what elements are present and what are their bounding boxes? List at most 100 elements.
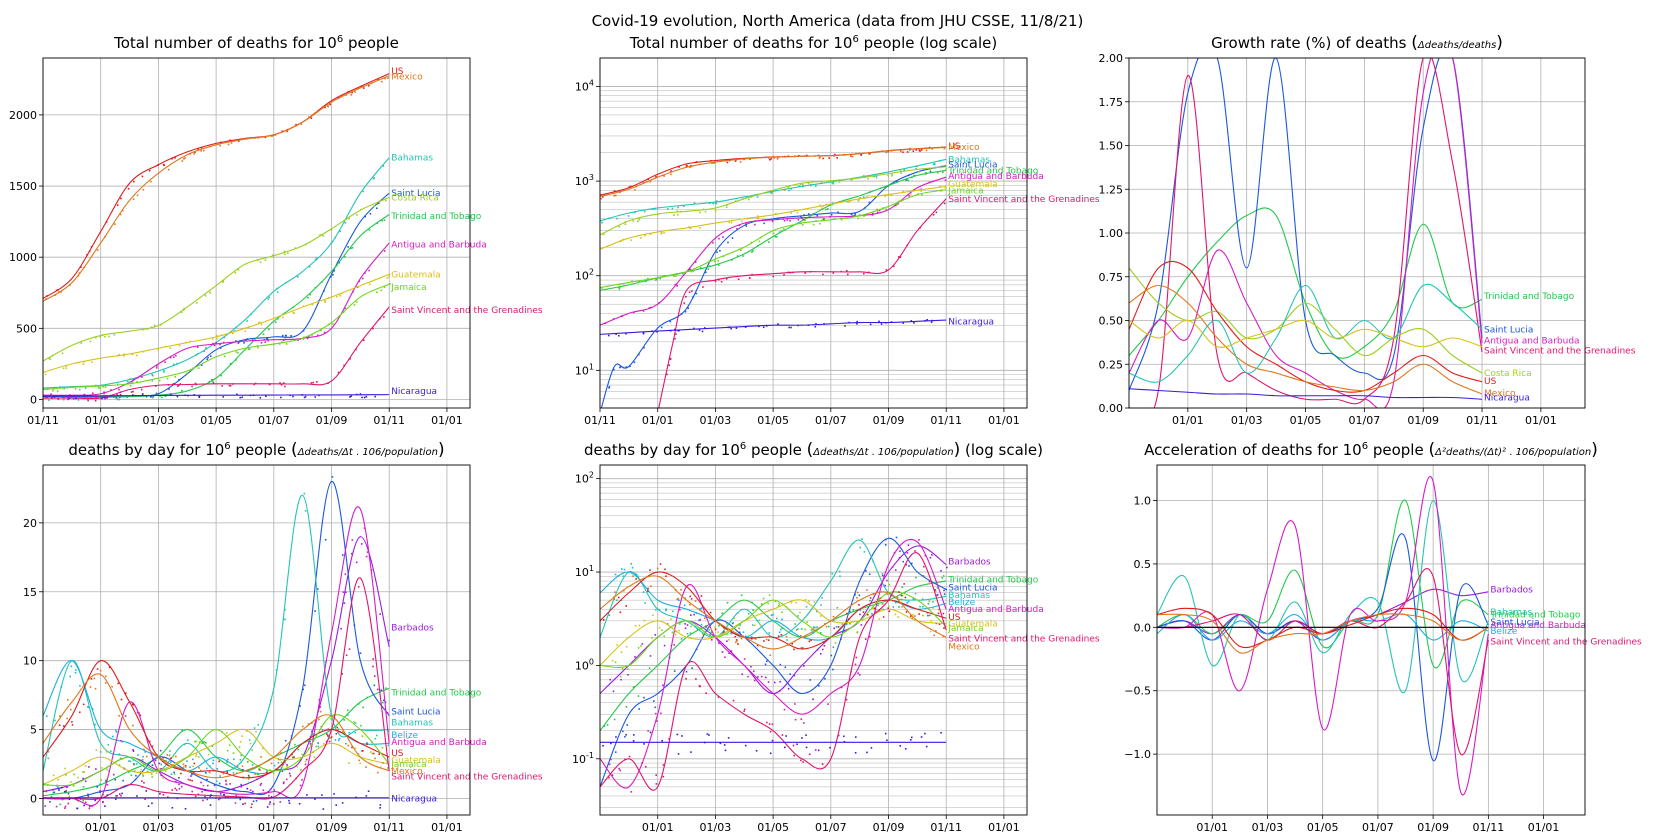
data-point bbox=[375, 207, 378, 210]
data-point bbox=[698, 329, 701, 331]
data-point bbox=[314, 258, 317, 261]
tick-label: 0 bbox=[30, 393, 37, 406]
data-point bbox=[655, 278, 658, 281]
data-point bbox=[189, 340, 192, 343]
data-point bbox=[882, 616, 885, 618]
data-point bbox=[665, 684, 668, 687]
data-point bbox=[87, 706, 89, 708]
data-point bbox=[379, 807, 381, 809]
data-point bbox=[922, 614, 924, 617]
data-point bbox=[282, 763, 284, 766]
data-point bbox=[167, 796, 169, 798]
data-point bbox=[141, 175, 144, 178]
data-point bbox=[231, 332, 234, 335]
data-point bbox=[91, 361, 93, 364]
data-point bbox=[284, 334, 287, 337]
data-point bbox=[608, 776, 610, 779]
data-point bbox=[724, 656, 726, 659]
data-point bbox=[662, 775, 665, 778]
data-point bbox=[108, 335, 110, 338]
data-point bbox=[748, 277, 751, 279]
data-point bbox=[789, 673, 792, 676]
data-point bbox=[45, 715, 48, 718]
data-point bbox=[911, 190, 913, 192]
series-line-guatemala bbox=[1129, 319, 1483, 348]
data-point bbox=[801, 224, 804, 226]
data-point bbox=[273, 789, 276, 791]
data-point bbox=[622, 575, 625, 578]
data-point bbox=[141, 764, 144, 767]
data-point bbox=[111, 685, 113, 688]
data-point bbox=[64, 807, 66, 809]
data-point bbox=[909, 615, 912, 617]
data-point bbox=[915, 576, 917, 579]
data-point bbox=[343, 719, 345, 721]
data-point bbox=[860, 153, 863, 155]
data-point bbox=[679, 608, 681, 611]
data-point bbox=[117, 355, 119, 357]
data-point bbox=[810, 183, 812, 186]
data-point bbox=[268, 296, 271, 299]
data-point bbox=[135, 354, 138, 357]
data-point bbox=[122, 779, 124, 782]
tick-label: 101 bbox=[575, 362, 594, 377]
data-point bbox=[601, 196, 604, 198]
data-point bbox=[773, 681, 776, 684]
data-point bbox=[815, 185, 817, 187]
data-point bbox=[787, 271, 790, 274]
data-point bbox=[681, 669, 684, 672]
data-point bbox=[58, 724, 61, 727]
data-point bbox=[77, 799, 80, 802]
data-point bbox=[687, 307, 690, 310]
data-point bbox=[661, 629, 663, 632]
data-point bbox=[834, 642, 837, 644]
data-point bbox=[266, 338, 269, 340]
tick-label: 01/01 bbox=[988, 821, 1020, 834]
data-point bbox=[323, 290, 325, 292]
data-point bbox=[805, 154, 808, 157]
data-point bbox=[866, 196, 868, 198]
data-point bbox=[681, 735, 683, 737]
data-point bbox=[197, 793, 200, 796]
series-points bbox=[49, 476, 387, 810]
data-point bbox=[673, 643, 676, 646]
data-point bbox=[50, 393, 52, 396]
data-point bbox=[103, 391, 105, 393]
data-point bbox=[682, 205, 685, 207]
data-point bbox=[301, 725, 304, 728]
data-point bbox=[83, 361, 85, 363]
data-point bbox=[357, 87, 359, 90]
series-label: Saint Lucia bbox=[1484, 325, 1533, 335]
data-point bbox=[140, 376, 143, 378]
data-point bbox=[753, 679, 756, 682]
data-point bbox=[688, 269, 690, 271]
data-point bbox=[689, 227, 692, 230]
data-point bbox=[121, 740, 124, 743]
data-point bbox=[678, 599, 680, 602]
data-point bbox=[276, 287, 278, 290]
data-point bbox=[721, 612, 724, 615]
data-point bbox=[220, 334, 223, 337]
data-point bbox=[213, 784, 216, 787]
data-point bbox=[304, 760, 307, 763]
data-point bbox=[183, 309, 185, 311]
data-point bbox=[850, 213, 853, 216]
data-point bbox=[611, 659, 614, 662]
data-point bbox=[722, 255, 725, 258]
data-point bbox=[733, 201, 735, 204]
tick-label: 01/03 bbox=[1252, 821, 1284, 834]
data-point bbox=[315, 745, 317, 748]
data-point bbox=[314, 112, 317, 114]
data-point bbox=[856, 597, 858, 599]
data-point bbox=[152, 374, 154, 377]
data-point bbox=[704, 626, 707, 629]
data-point bbox=[106, 383, 109, 386]
data-point bbox=[134, 778, 137, 781]
data-point bbox=[932, 601, 934, 603]
data-point bbox=[899, 256, 902, 258]
data-point bbox=[833, 627, 836, 630]
data-point bbox=[826, 181, 829, 183]
data-point bbox=[804, 636, 806, 638]
data-point bbox=[294, 743, 296, 746]
data-point bbox=[341, 802, 344, 804]
